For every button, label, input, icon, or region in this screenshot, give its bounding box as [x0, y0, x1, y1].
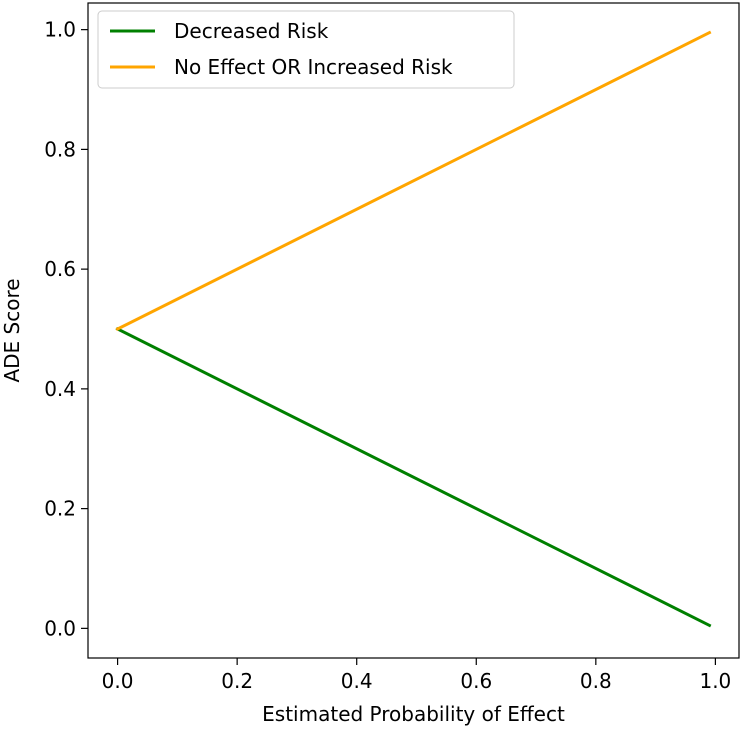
- x-tick-label: 0.4: [341, 669, 373, 693]
- y-tick-label: 0.4: [44, 377, 76, 401]
- x-tick-label: 1.0: [699, 669, 731, 693]
- x-tick-label: 0.2: [221, 669, 253, 693]
- legend-label-no-effect-or-increased-risk: No Effect OR Increased Risk: [174, 55, 453, 79]
- x-tick-label: 0.6: [460, 669, 492, 693]
- x-axis-label: Estimated Probability of Effect: [262, 702, 565, 726]
- y-axis: 0.0 0.2 0.4 0.6 0.8 1.0: [44, 18, 88, 641]
- y-axis-label: ADE Score: [0, 278, 24, 382]
- y-tick-label: 0.8: [44, 137, 76, 161]
- y-tick-label: 0.0: [44, 616, 76, 640]
- plot-frame: [88, 3, 739, 658]
- y-tick-label: 0.2: [44, 497, 76, 521]
- series-layer: [118, 33, 710, 626]
- legend: Decreased Risk No Effect OR Increased Ris…: [98, 11, 514, 88]
- x-axis: 0.0 0.2 0.4 0.6 0.8 1.0: [102, 658, 732, 693]
- x-tick-label: 0.8: [580, 669, 612, 693]
- y-tick-label: 1.0: [44, 18, 76, 42]
- x-tick-label: 0.0: [102, 669, 134, 693]
- legend-label-decreased-risk: Decreased Risk: [174, 19, 329, 43]
- series-line-decreased-risk: [118, 329, 710, 625]
- y-tick-label: 0.6: [44, 257, 76, 281]
